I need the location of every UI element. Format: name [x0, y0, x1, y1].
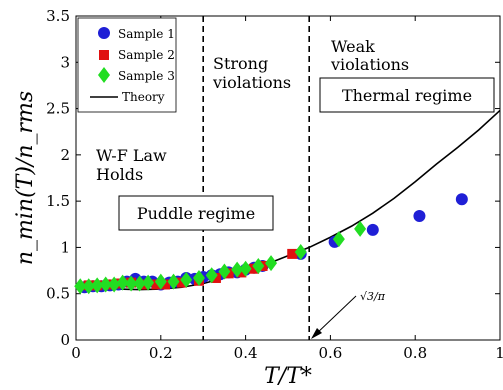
point-sample-3: [125, 275, 138, 292]
y-tick-label: 3.5: [46, 7, 70, 25]
point-sample-3: [205, 267, 218, 284]
data-points: [74, 193, 468, 295]
weak-violations-line1: Weak: [331, 37, 375, 56]
y-tick-label: 3: [60, 53, 70, 71]
legend-marker-sample-1: [98, 27, 110, 39]
regime-boundaries: [202, 16, 311, 340]
point-sample-3: [180, 271, 193, 288]
point-sample-1: [366, 223, 379, 236]
legend-label-theory: Theory: [122, 90, 165, 104]
x-axis-label: T/T*: [264, 364, 312, 389]
x-tick-label: 0.4: [234, 344, 258, 362]
wf-law-line1: W-F Law: [96, 146, 167, 165]
sqrt3-over-pi-label: √3/π: [360, 290, 386, 303]
point-sample-3: [239, 260, 252, 277]
point-sample-3: [192, 269, 205, 286]
puddle-regime-label: Puddle regime: [137, 204, 255, 223]
x-tick-label: 1: [495, 344, 503, 362]
point-sample-1: [455, 193, 468, 206]
point-sample-3: [99, 276, 112, 293]
legend-label-sample-3: Sample 3: [118, 69, 175, 83]
point-sample-3: [167, 273, 180, 290]
strong-violations-line1: Strong: [213, 54, 268, 73]
y-tick-label: 0.5: [46, 285, 70, 303]
point-sample-2: [151, 279, 162, 290]
legend: Sample 1 Sample 2 Sample 3 Theory: [77, 17, 177, 113]
point-sample-3: [133, 275, 146, 292]
point-sample-3: [82, 278, 95, 295]
point-sample-3: [294, 244, 307, 261]
point-sample-2: [287, 248, 298, 259]
point-sample-1: [413, 209, 426, 222]
legend-label-sample-2: Sample 2: [118, 48, 175, 62]
point-sample-3: [116, 274, 129, 291]
x-tick-label: 0.2: [149, 344, 173, 362]
x-tick-label: 0.8: [403, 344, 427, 362]
point-sample-3: [252, 257, 265, 274]
thermal-regime-box: [319, 77, 495, 113]
thermal-regime-label: Thermal regime: [342, 86, 472, 105]
legend-label-sample-1: Sample 1: [118, 27, 175, 41]
point-sample-2: [177, 277, 187, 288]
x-tick-label: 0: [71, 344, 81, 362]
legend-marker-sample-2: [99, 50, 109, 60]
arrow-shaft: [314, 295, 357, 336]
y-tick-label: 1: [60, 238, 70, 256]
wf-law-line2: Holds: [96, 165, 143, 184]
y-axis-label: n_min(T)/n_rms: [13, 91, 38, 265]
y-tick-label: 2: [60, 146, 70, 164]
strong-violations-line2: violations: [212, 73, 291, 92]
point-sample-3: [108, 276, 121, 293]
point-sample-2: [210, 272, 221, 283]
weak-violations-line2: violations: [330, 55, 409, 74]
x-tick-label: 0.6: [318, 344, 342, 362]
point-sample-2: [249, 263, 260, 274]
puddle-regime-box: [118, 195, 274, 231]
arrow-head: [311, 328, 322, 339]
point-sample-3: [91, 277, 104, 294]
y-tick-label: 1.5: [46, 192, 70, 210]
point-sample-2: [160, 279, 171, 290]
point-sample-3: [74, 278, 87, 295]
point-sample-3: [218, 263, 231, 280]
point-sample-3: [142, 274, 155, 291]
point-sample-2: [236, 267, 247, 278]
tick-labels: 0 0.2 0.4 0.6 0.8 1 0 0.5 1 1.5 2 2.5 3 3.5: [46, 7, 503, 362]
plot-frame: [75, 15, 501, 341]
point-sample-3: [265, 255, 278, 272]
point-sample-3: [231, 261, 244, 278]
point-sample-3: [154, 273, 167, 290]
point-sample-3: [332, 231, 345, 248]
point-sample-3: [354, 220, 367, 237]
y-tick-label: 2.5: [46, 100, 70, 118]
y-tick-label: 0: [60, 331, 70, 349]
legend-marker-sample-3: [98, 67, 110, 83]
